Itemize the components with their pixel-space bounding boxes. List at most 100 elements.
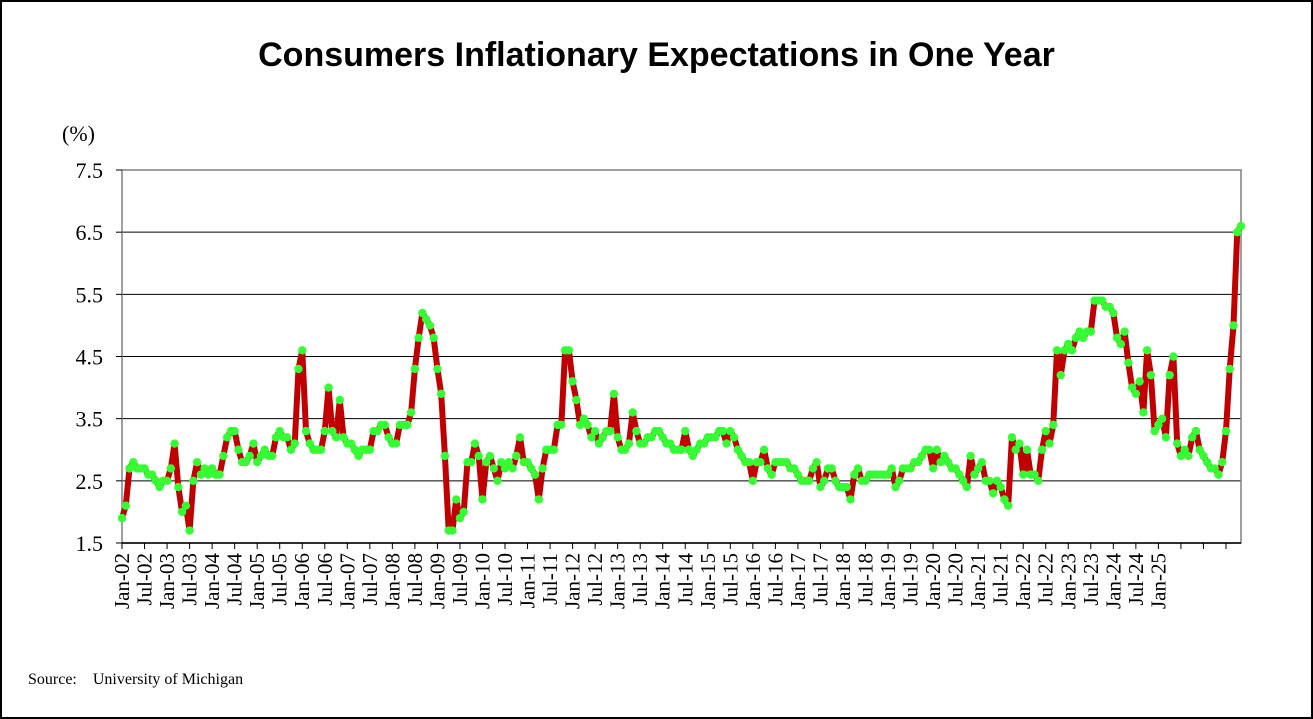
data-point [192,457,202,467]
data-point [605,426,615,436]
data-point [744,457,754,467]
data-point [256,451,266,461]
data-point [260,445,269,454]
data-point [913,457,923,467]
source-note: Source: University of Michigan [28,671,243,689]
data-point [252,457,262,467]
data-point [1071,333,1080,343]
data-point [1097,296,1107,305]
data-point [508,464,517,473]
x-tick-label: Jul-05 [268,553,292,606]
data-point [1086,327,1095,336]
data-point [448,526,457,535]
data-point [335,395,344,405]
data-point [455,513,465,523]
x-tick-label: Jan-10 [470,553,494,609]
data-point [1214,470,1223,479]
data-point [140,464,149,473]
data-point [850,470,859,479]
data-point [1109,308,1118,318]
data-point [925,445,934,454]
data-point [478,495,487,504]
x-tick-label: Jan-03 [155,553,179,609]
data-point [230,426,239,436]
x-tick-label: Jan-25 [1146,553,1170,609]
data-point [579,414,589,423]
data-point [658,433,667,442]
data-point [943,457,953,467]
data-point [1221,426,1231,436]
data-point [147,470,157,479]
data-point [756,457,765,467]
data-point [286,445,296,454]
data-point [189,476,198,486]
data-point [384,433,393,442]
data-point [639,439,649,448]
data-point [200,464,209,473]
data-point [1011,445,1020,454]
data-point [245,451,254,461]
data-point [692,445,701,454]
data-point [966,451,975,461]
data-point [1112,333,1122,343]
data-point [575,420,585,430]
data-point [598,433,607,442]
data-point [711,433,720,442]
x-tick-label: Jul-09 [448,553,472,606]
y-axis-label: (%) [62,121,95,146]
data-point [433,364,442,374]
y-tick-label: 1.5 [76,531,104,556]
x-tick-label: Jul-03 [178,553,202,606]
y-tick-label: 6.5 [76,220,104,245]
data-point [485,451,495,461]
data-point [853,464,863,473]
data-point [305,439,314,448]
data-point [861,476,870,486]
data-point [1229,321,1238,330]
x-tick-label: Jan-12 [561,553,585,609]
data-point [470,439,480,448]
y-tick-label: 3.5 [76,407,104,432]
data-point [219,451,228,461]
data-point [624,439,634,448]
x-tick-label: Jan-15 [696,553,720,609]
data-point [737,451,746,461]
data-point [346,439,356,448]
data-point [1041,426,1050,436]
data-point [831,476,840,486]
data-point [451,495,461,504]
data-point [729,433,739,442]
data-point [583,420,592,430]
data-point [1233,227,1242,237]
data-point [962,482,972,492]
data-point [414,333,423,343]
data-point [196,470,206,479]
data-point [917,451,927,461]
data-point [940,451,949,461]
data-point [1184,451,1193,461]
data-point [970,470,979,479]
data-point [425,321,435,330]
data-point [804,476,814,486]
data-point [125,464,134,473]
x-tick-label: Jan-08 [380,553,404,609]
x-tick-label: Jan-23 [1056,553,1080,609]
data-point [883,470,893,479]
data-point [391,439,401,448]
data-point [1045,439,1054,448]
data-point [440,451,450,461]
x-tick-label: Jan-09 [425,553,449,609]
data-point [1142,346,1152,355]
data-point [568,377,577,386]
data-point [1124,358,1133,367]
data-point [1225,364,1234,374]
data-point [350,445,360,454]
data-point [1000,495,1009,504]
x-tick-label: Jul-23 [1079,553,1103,606]
x-tick-label: Jul-18 [853,553,877,606]
x-tick-label: Jul-08 [403,553,427,606]
data-point [204,470,213,479]
data-point [688,451,697,461]
data-point [1169,352,1178,361]
x-tick-label: Jul-04 [223,553,247,606]
